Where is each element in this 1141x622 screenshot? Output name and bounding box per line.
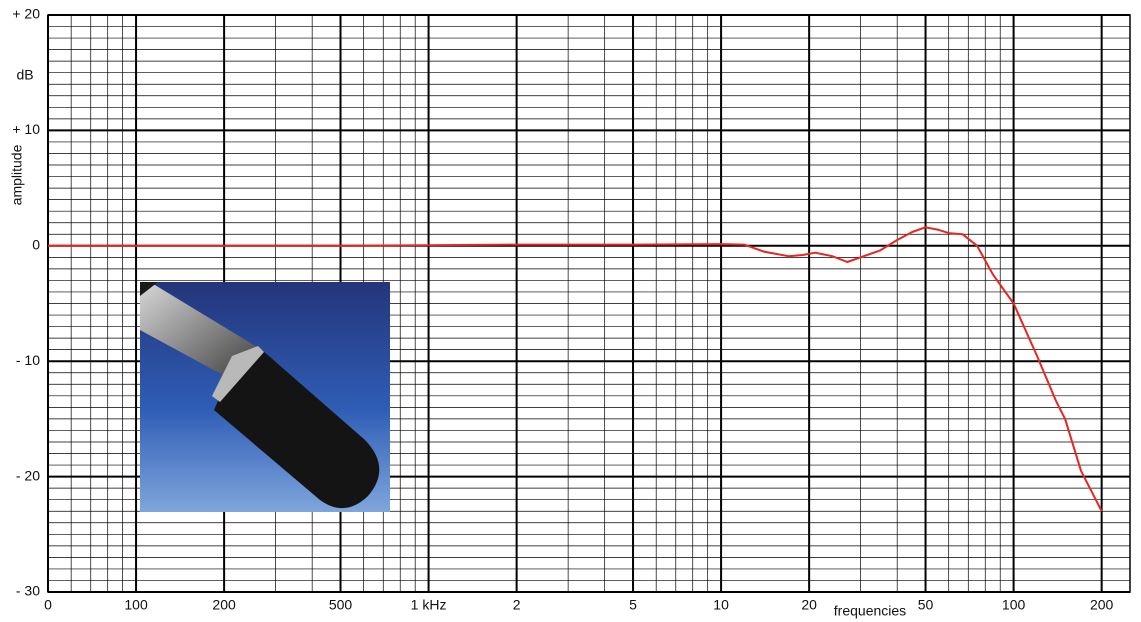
x-axis-label: frequencies [834, 603, 906, 619]
probe-cable [140, 282, 158, 296]
x-tick-label: 200 [212, 597, 236, 613]
response-line [48, 226, 1103, 512]
x-tick-label: 0 [44, 597, 52, 613]
x-tick-label: 500 [329, 597, 353, 613]
x-tick-label: 100 [124, 597, 148, 613]
x-tick-label: 50 [918, 597, 934, 613]
y-tick-label: + 20 [12, 6, 40, 22]
inset-photo [140, 282, 390, 512]
probe-ring [212, 346, 264, 402]
x-tick-label: 1 kHz [411, 597, 447, 613]
x-tick-label: 10 [713, 597, 729, 613]
y-tick-label: + 10 [12, 121, 40, 137]
probe-cap [214, 350, 380, 509]
x-tick-label: 200 [1090, 597, 1114, 613]
y-tick-label: - 30 [16, 583, 40, 599]
x-tick-label: 20 [801, 597, 817, 613]
probe-shaft [140, 282, 262, 380]
y-tick-label: - 20 [16, 467, 40, 483]
plot-frame [47, 14, 1131, 593]
y-tick-label: - 10 [16, 352, 40, 368]
x-tick-label: 2 [513, 597, 521, 613]
x-tick-label: 100 [1002, 597, 1026, 613]
x-tick-label: 5 [629, 597, 637, 613]
y-axis-label: amplitude [9, 144, 25, 205]
y-tick-label: 0 [32, 237, 40, 253]
y-unit: dB [16, 67, 33, 83]
